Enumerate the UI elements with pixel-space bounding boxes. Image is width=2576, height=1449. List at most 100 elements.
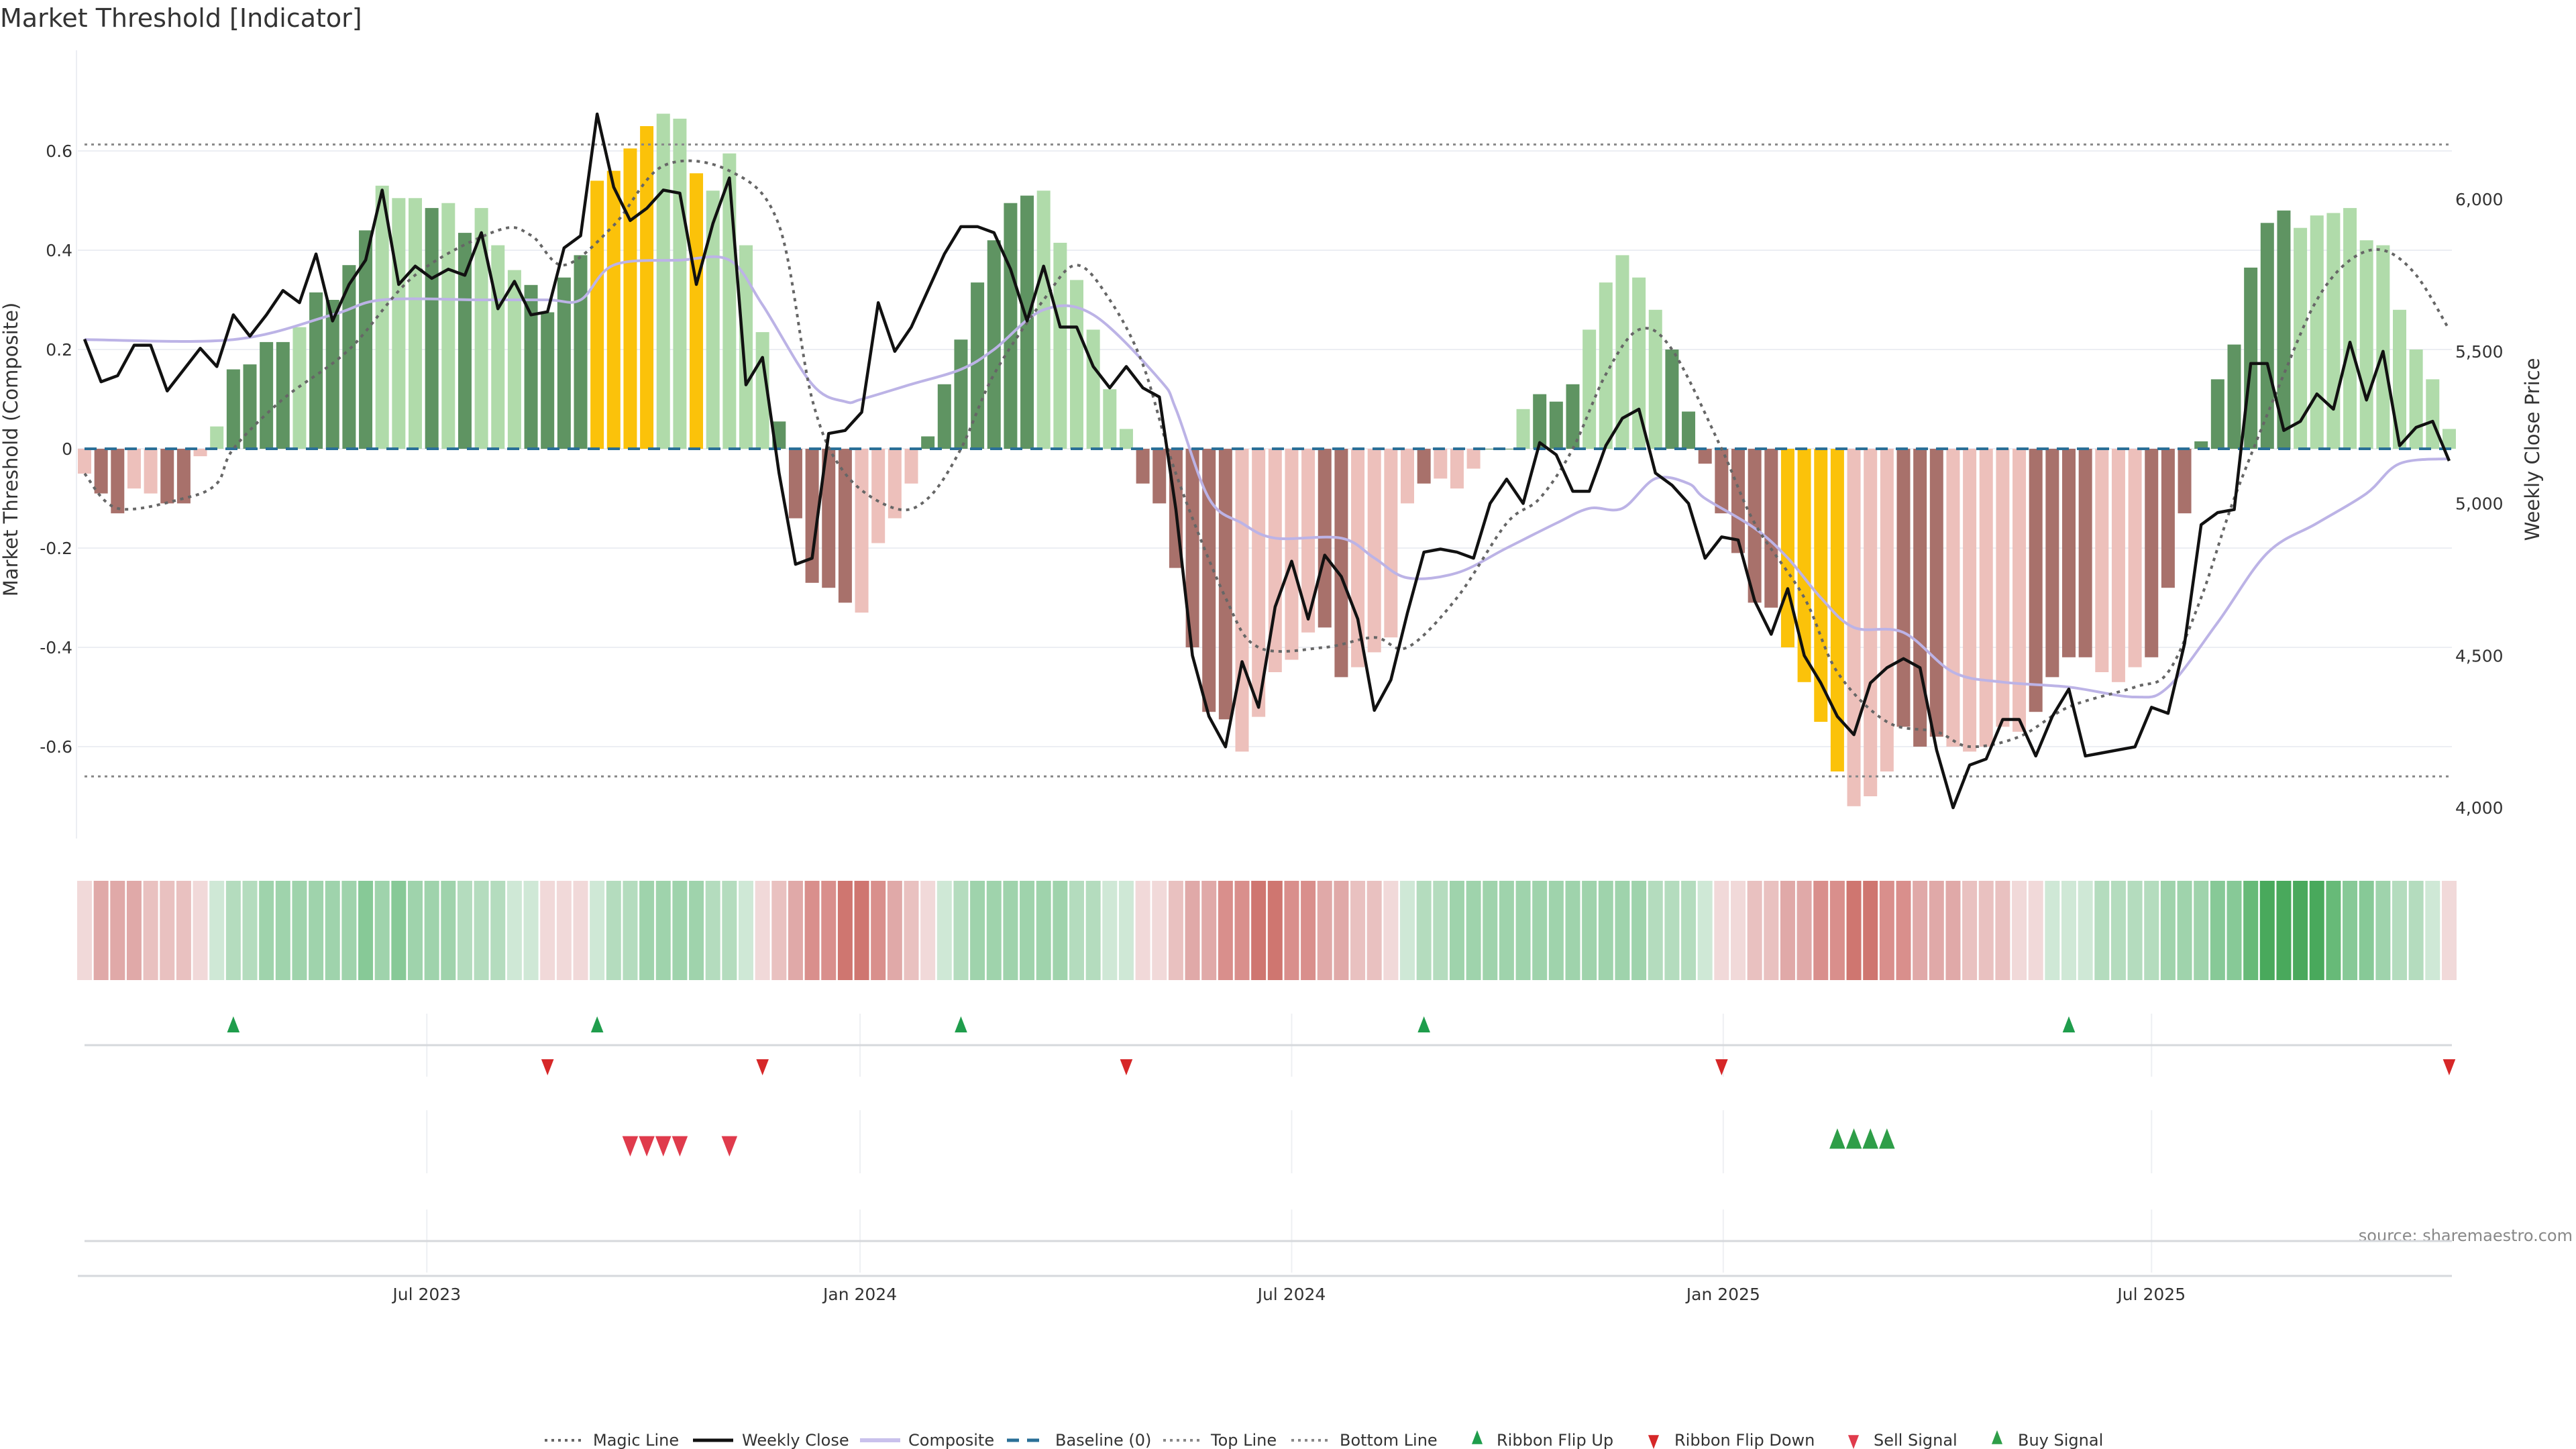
ribbon-cell	[176, 881, 191, 980]
legend-triangle-down-icon	[1648, 1435, 1660, 1449]
composite-bar	[2062, 449, 2076, 657]
composite-bar	[2442, 429, 2456, 449]
ribbon-cell	[1863, 881, 1878, 980]
composite-bar	[1665, 350, 1679, 449]
ribbon-cell	[193, 881, 208, 980]
composite-bar	[706, 191, 720, 449]
ribbon-cell	[2359, 881, 2374, 980]
ribbon-cell	[788, 881, 803, 980]
composite-bar	[1334, 449, 1348, 678]
composite-bar	[690, 173, 704, 449]
ribbon-cell	[854, 881, 869, 980]
ribbon-cell	[1400, 881, 1415, 980]
ribbon-cell	[970, 881, 985, 980]
ribbon-cell	[126, 881, 142, 980]
ribbon-cell	[209, 881, 225, 980]
ribbon-cell	[2144, 881, 2159, 980]
y2-tick-label: 4,500	[2455, 646, 2504, 665]
ribbon-cell	[1483, 881, 1498, 980]
ribbon-cell	[1598, 881, 1613, 980]
composite-bar	[2178, 449, 2192, 514]
ribbon-cell	[506, 881, 522, 980]
ribbon-cell	[358, 881, 374, 980]
series-lines	[83, 112, 2452, 810]
composite-bar	[2145, 449, 2159, 657]
x-tick-label: Jan 2024	[822, 1285, 897, 1304]
ribbon-flip-down-marker	[756, 1059, 769, 1075]
legend-item: Top Line	[1163, 1431, 1277, 1449]
ribbon-cell	[457, 881, 472, 980]
ribbon-cell	[441, 881, 456, 980]
ribbon-flip-up-marker	[590, 1016, 604, 1032]
ribbon-cell	[1548, 881, 1564, 980]
ribbon-flip-down-marker	[1715, 1059, 1728, 1075]
ribbon-cell	[1565, 881, 1580, 980]
composite-bar	[441, 203, 455, 449]
ribbon-cell	[887, 881, 902, 980]
ribbon-cell	[374, 881, 390, 980]
composite-bar	[425, 208, 439, 449]
composite-bar	[2029, 449, 2043, 712]
ribbon-cell	[556, 881, 572, 980]
ribbon-cell	[490, 881, 506, 980]
ribbon-cell	[1069, 881, 1084, 980]
composite-bar	[409, 198, 422, 449]
ribbon-cell	[821, 881, 837, 980]
composite-bar	[2194, 441, 2208, 449]
composite-bar	[1218, 449, 1232, 720]
ribbon-cell	[1366, 881, 1382, 980]
ribbon-cell	[2094, 881, 2110, 980]
ribbon-cell	[1449, 881, 1464, 980]
composite-bar	[2326, 213, 2341, 449]
composite-bar	[987, 240, 1001, 449]
composite-bar	[1780, 449, 1794, 647]
composite-bar	[2310, 215, 2324, 449]
ribbon-flip-down-marker	[541, 1059, 554, 1075]
composite-bar	[788, 449, 802, 519]
ribbon-cell	[1681, 881, 1697, 980]
composite-bar	[1285, 449, 1299, 660]
ribbon-cell	[1664, 881, 1680, 980]
ribbon-cell	[871, 881, 886, 980]
ribbon-cell	[2392, 881, 2407, 980]
ribbon-flip-down-marker	[2443, 1059, 2456, 1075]
ribbon-cell	[655, 881, 671, 980]
ribbon-cell	[1003, 881, 1018, 980]
ribbon-cell	[2078, 881, 2093, 980]
ribbon-cell	[1020, 881, 1035, 980]
ribbon-cell	[2326, 881, 2341, 980]
composite-bar	[822, 449, 836, 588]
composite-bar	[888, 449, 902, 519]
ribbon-cell	[391, 881, 407, 980]
composite-bar	[2161, 449, 2175, 588]
ribbon-cell	[2408, 881, 2424, 980]
composite-bar	[871, 449, 885, 543]
ribbon-cell	[1896, 881, 1911, 980]
ribbon-cell	[1284, 881, 1299, 980]
ribbon-cell	[2293, 881, 2308, 980]
axes: -0.6 -0.4 -0.2 0 0.2 0.4 0.6 4,000 4,500 5,000 5,5…	[40, 50, 2504, 1304]
ribbon-cell	[986, 881, 1002, 980]
composite-bar	[2012, 449, 2027, 732]
y-tick-label: 0.4	[46, 241, 72, 260]
composite-bar	[359, 230, 373, 449]
ribbon-strip	[77, 881, 2457, 980]
ribbon-cell	[1962, 881, 1978, 980]
buy-signal-marker	[1879, 1128, 1895, 1149]
composite-bar	[805, 449, 819, 583]
ribbon-cell	[540, 881, 555, 980]
composite-bar	[1351, 449, 1365, 667]
composite-bar	[392, 198, 406, 449]
composite-bar	[111, 449, 125, 514]
ribbon-cell	[1383, 881, 1399, 980]
ribbon-cell	[474, 881, 489, 980]
ribbon-cell	[2309, 881, 2324, 980]
composite-bar	[1963, 449, 1977, 752]
composite-bar	[1450, 449, 1464, 489]
sell-signal-marker	[721, 1136, 738, 1157]
composite-bar	[144, 449, 158, 494]
ribbon-cell	[2012, 881, 2027, 980]
composite-bar	[1103, 389, 1117, 449]
sell-signal-marker	[655, 1136, 672, 1157]
ribbon-cell	[2110, 881, 2126, 980]
